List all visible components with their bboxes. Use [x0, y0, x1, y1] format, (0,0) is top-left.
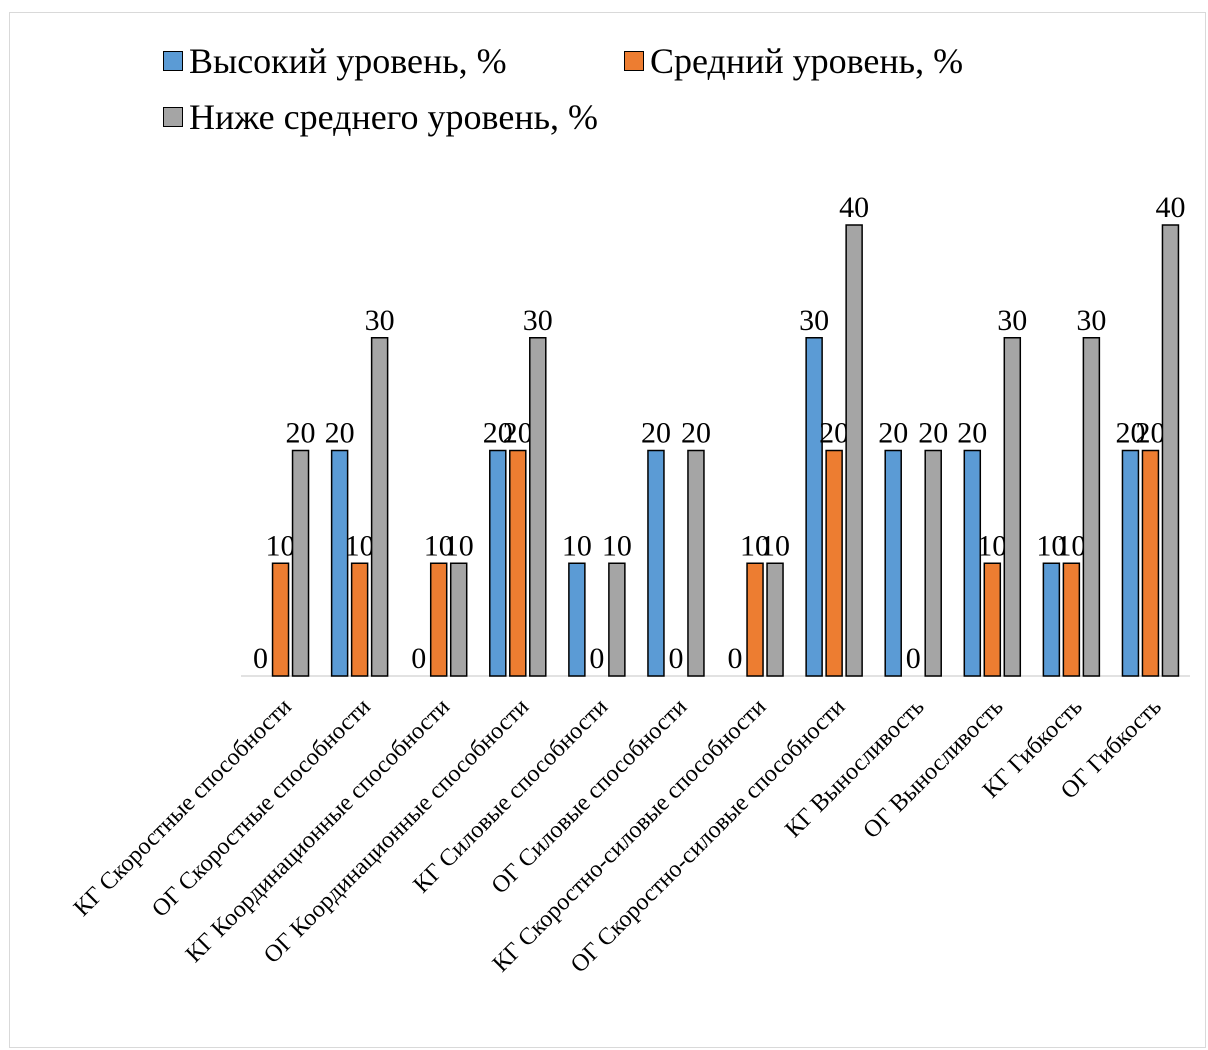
legend-swatch-high	[163, 51, 183, 71]
data-label: 30	[799, 304, 829, 337]
data-label: 10	[424, 529, 454, 562]
bar	[350, 562, 369, 677]
bar	[1082, 337, 1101, 677]
chart-frame	[9, 12, 1206, 1048]
data-label: 10	[1056, 529, 1086, 562]
data-label: 20	[325, 417, 355, 450]
legend-item-medium: Средний уровень, %	[624, 40, 963, 82]
data-label: 20	[918, 417, 948, 450]
bar	[687, 449, 705, 677]
bar	[1141, 449, 1160, 677]
data-label: 10	[740, 529, 770, 562]
bar	[963, 449, 982, 677]
bar	[449, 562, 468, 677]
data-label: 20	[878, 417, 908, 450]
category-tick-label: ОГ Скоростно-силовые способности	[566, 694, 851, 979]
bar	[983, 562, 1002, 677]
data-label: 20	[819, 417, 849, 450]
bar	[568, 562, 586, 677]
bar	[489, 449, 507, 677]
legend: Высокий уровень, % Средний уровень, % Ни…	[0, 0, 1208, 160]
data-label: 10	[602, 529, 632, 562]
bar	[805, 337, 823, 677]
data-label: 30	[523, 304, 553, 337]
legend-swatch-medium	[624, 51, 644, 71]
bar	[647, 449, 665, 677]
data-label: 10	[977, 529, 1007, 562]
bar	[370, 337, 389, 677]
category-tick-label: ОГ Выносливость	[859, 694, 1009, 844]
data-label: 10	[345, 529, 375, 562]
data-label: 20	[503, 417, 533, 450]
data-label: 10	[562, 529, 592, 562]
data-label: 10	[1036, 529, 1066, 562]
data-label: 0	[906, 642, 921, 675]
bar	[924, 449, 942, 677]
legend-label-below: Ниже среднего уровень, %	[189, 97, 598, 137]
data-label: 0	[728, 642, 743, 675]
data-label: 20	[286, 417, 316, 450]
data-label: 10	[760, 529, 790, 562]
data-label: 20	[483, 417, 513, 450]
data-label: 40	[839, 191, 869, 224]
bar	[529, 337, 547, 677]
data-label: 30	[365, 304, 395, 337]
legend-item-below: Ниже среднего уровень, %	[163, 96, 598, 138]
bar	[825, 449, 843, 677]
data-label: 0	[589, 642, 604, 675]
data-label: 10	[444, 529, 474, 562]
bar	[1121, 449, 1140, 677]
bar	[1003, 337, 1022, 677]
data-label: 20	[957, 417, 987, 450]
data-label: 10	[266, 529, 296, 562]
bar	[1161, 224, 1180, 677]
bar	[845, 224, 863, 677]
data-label: 0	[411, 642, 426, 675]
bar	[1062, 562, 1081, 677]
data-label: 40	[1155, 191, 1185, 224]
bar	[509, 449, 527, 677]
data-label: 20	[641, 417, 671, 450]
legend-item-high: Высокий уровень, %	[163, 40, 507, 82]
legend-label-medium: Средний уровень, %	[650, 41, 964, 81]
bar	[746, 562, 764, 677]
bar	[291, 449, 310, 677]
bar	[330, 449, 349, 677]
bar	[766, 562, 784, 677]
data-label: 0	[668, 642, 683, 675]
bar	[271, 562, 290, 677]
bar	[1042, 562, 1061, 677]
category-tick-label: КГ Скоростно-силовые способности	[488, 694, 772, 978]
data-label: 20	[681, 417, 711, 450]
bar	[884, 449, 902, 677]
data-label: 30	[997, 304, 1027, 337]
category-tick-label: КГ Выносливость	[780, 694, 929, 843]
data-label: 30	[1076, 304, 1106, 337]
legend-label-high: Высокий уровень, %	[189, 41, 507, 81]
legend-swatch-below	[163, 107, 183, 127]
data-label: 0	[253, 642, 268, 675]
bar	[608, 562, 626, 677]
bar	[429, 562, 448, 677]
data-label: 20	[1135, 417, 1165, 450]
data-label: 20	[1115, 417, 1145, 450]
